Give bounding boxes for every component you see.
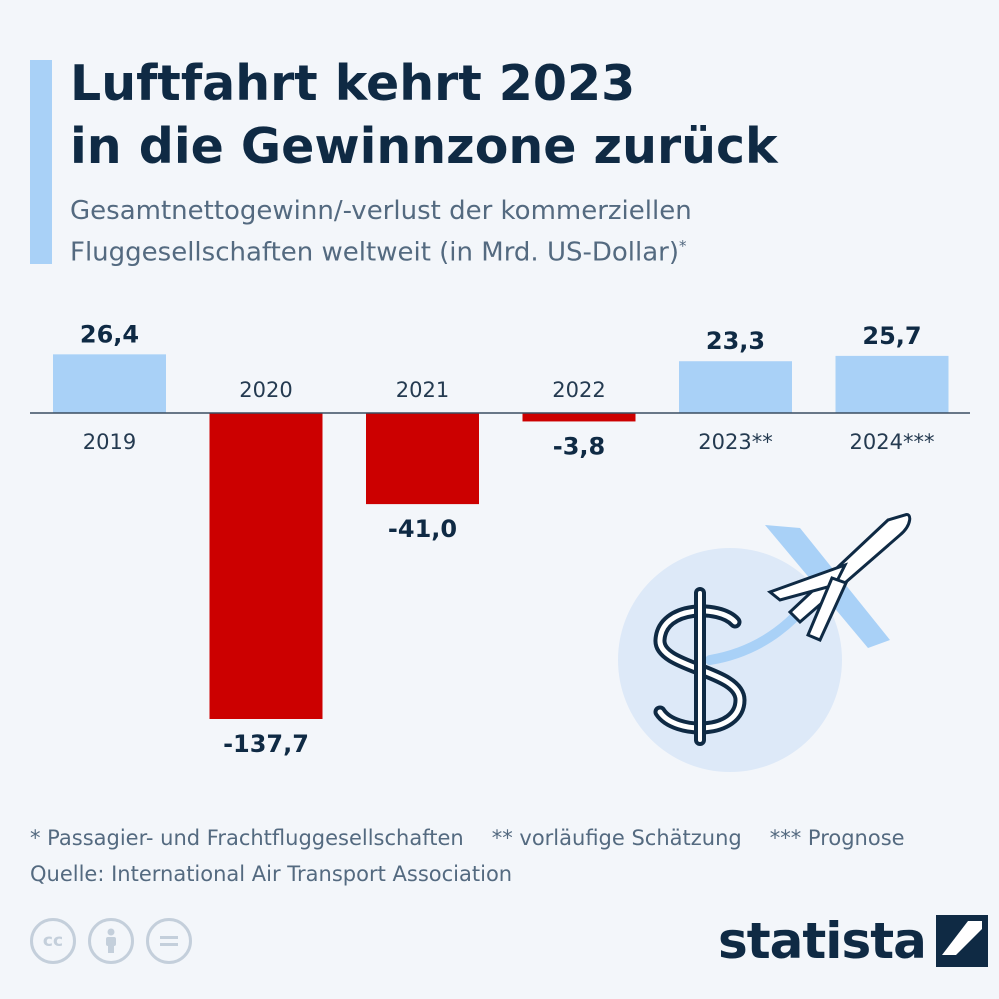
category-label: 2020 <box>239 378 292 402</box>
bar-2023 <box>679 361 792 413</box>
bars-layer: 26,4 2019 -137,7 2020 -41,0 2021 -3,8 2022 23,3 2… <box>53 320 949 758</box>
value-label: 23,3 <box>706 327 765 355</box>
category-label: 2024*** <box>850 430 935 454</box>
value-label: 26,4 <box>80 320 139 348</box>
page-title: Luftfahrt kehrt 2023 in die Gewinnzone z… <box>70 52 970 178</box>
statista-logo-icon <box>935 915 988 967</box>
bar-2021 <box>366 413 479 505</box>
brand-logo[interactable]: statista <box>718 912 988 970</box>
accent-bar <box>30 60 52 264</box>
footnote-forecast: *** Prognose <box>769 826 905 850</box>
bar-chart: 26,4 2019 -137,7 2020 -41,0 2021 -3,8 2022 23,3 2… <box>30 320 970 772</box>
source-note: Quelle: International Air Transport Asso… <box>30 862 513 886</box>
bar-2020 <box>209 413 323 719</box>
brand-name: statista <box>718 912 927 970</box>
category-label: 2021 <box>396 378 449 402</box>
category-label: 2023** <box>698 430 772 454</box>
subtitle-line-2-text: Fluggesellschaften weltweit (in Mrd. US-… <box>70 237 680 268</box>
license-icons: cc <box>30 918 192 964</box>
cc-icon[interactable]: cc <box>30 918 76 964</box>
footnote-preliminary: ** vorläufige Schätzung <box>491 826 742 850</box>
by-icon[interactable] <box>88 918 134 964</box>
dollar-airplane-illustration <box>618 513 912 772</box>
title-line-1: Luftfahrt kehrt 2023 <box>70 55 636 112</box>
category-label: 2019 <box>83 430 136 454</box>
bar-2019 <box>53 354 166 413</box>
airplane-icon <box>766 513 912 642</box>
footnotes: * Passagier- und Frachtfluggesellschafte… <box>30 826 980 850</box>
title-line-2: in die Gewinnzone zurück <box>70 118 778 175</box>
dollar-sign-icon <box>653 587 747 746</box>
value-label: -137,7 <box>223 730 309 758</box>
subtitle-mark: * <box>679 237 687 255</box>
value-label: 25,7 <box>862 322 921 350</box>
bar-2022 <box>522 413 636 422</box>
subtitle-line-2: Fluggesellschaften weltweit (in Mrd. US-… <box>70 229 970 271</box>
nd-icon[interactable] <box>146 918 192 964</box>
subtitle-line-1: Gesamtnettogewinn/-verlust der kommerzie… <box>70 196 692 226</box>
footnote-passengers-cargo: * Passagier- und Frachtfluggesellschafte… <box>30 826 464 850</box>
subtitle: Gesamtnettogewinn/-verlust der kommerzie… <box>70 194 970 271</box>
bar-2024 <box>835 355 949 413</box>
value-label: -3,8 <box>553 432 605 460</box>
value-label: -41,0 <box>388 515 457 543</box>
category-label: 2022 <box>552 378 605 402</box>
